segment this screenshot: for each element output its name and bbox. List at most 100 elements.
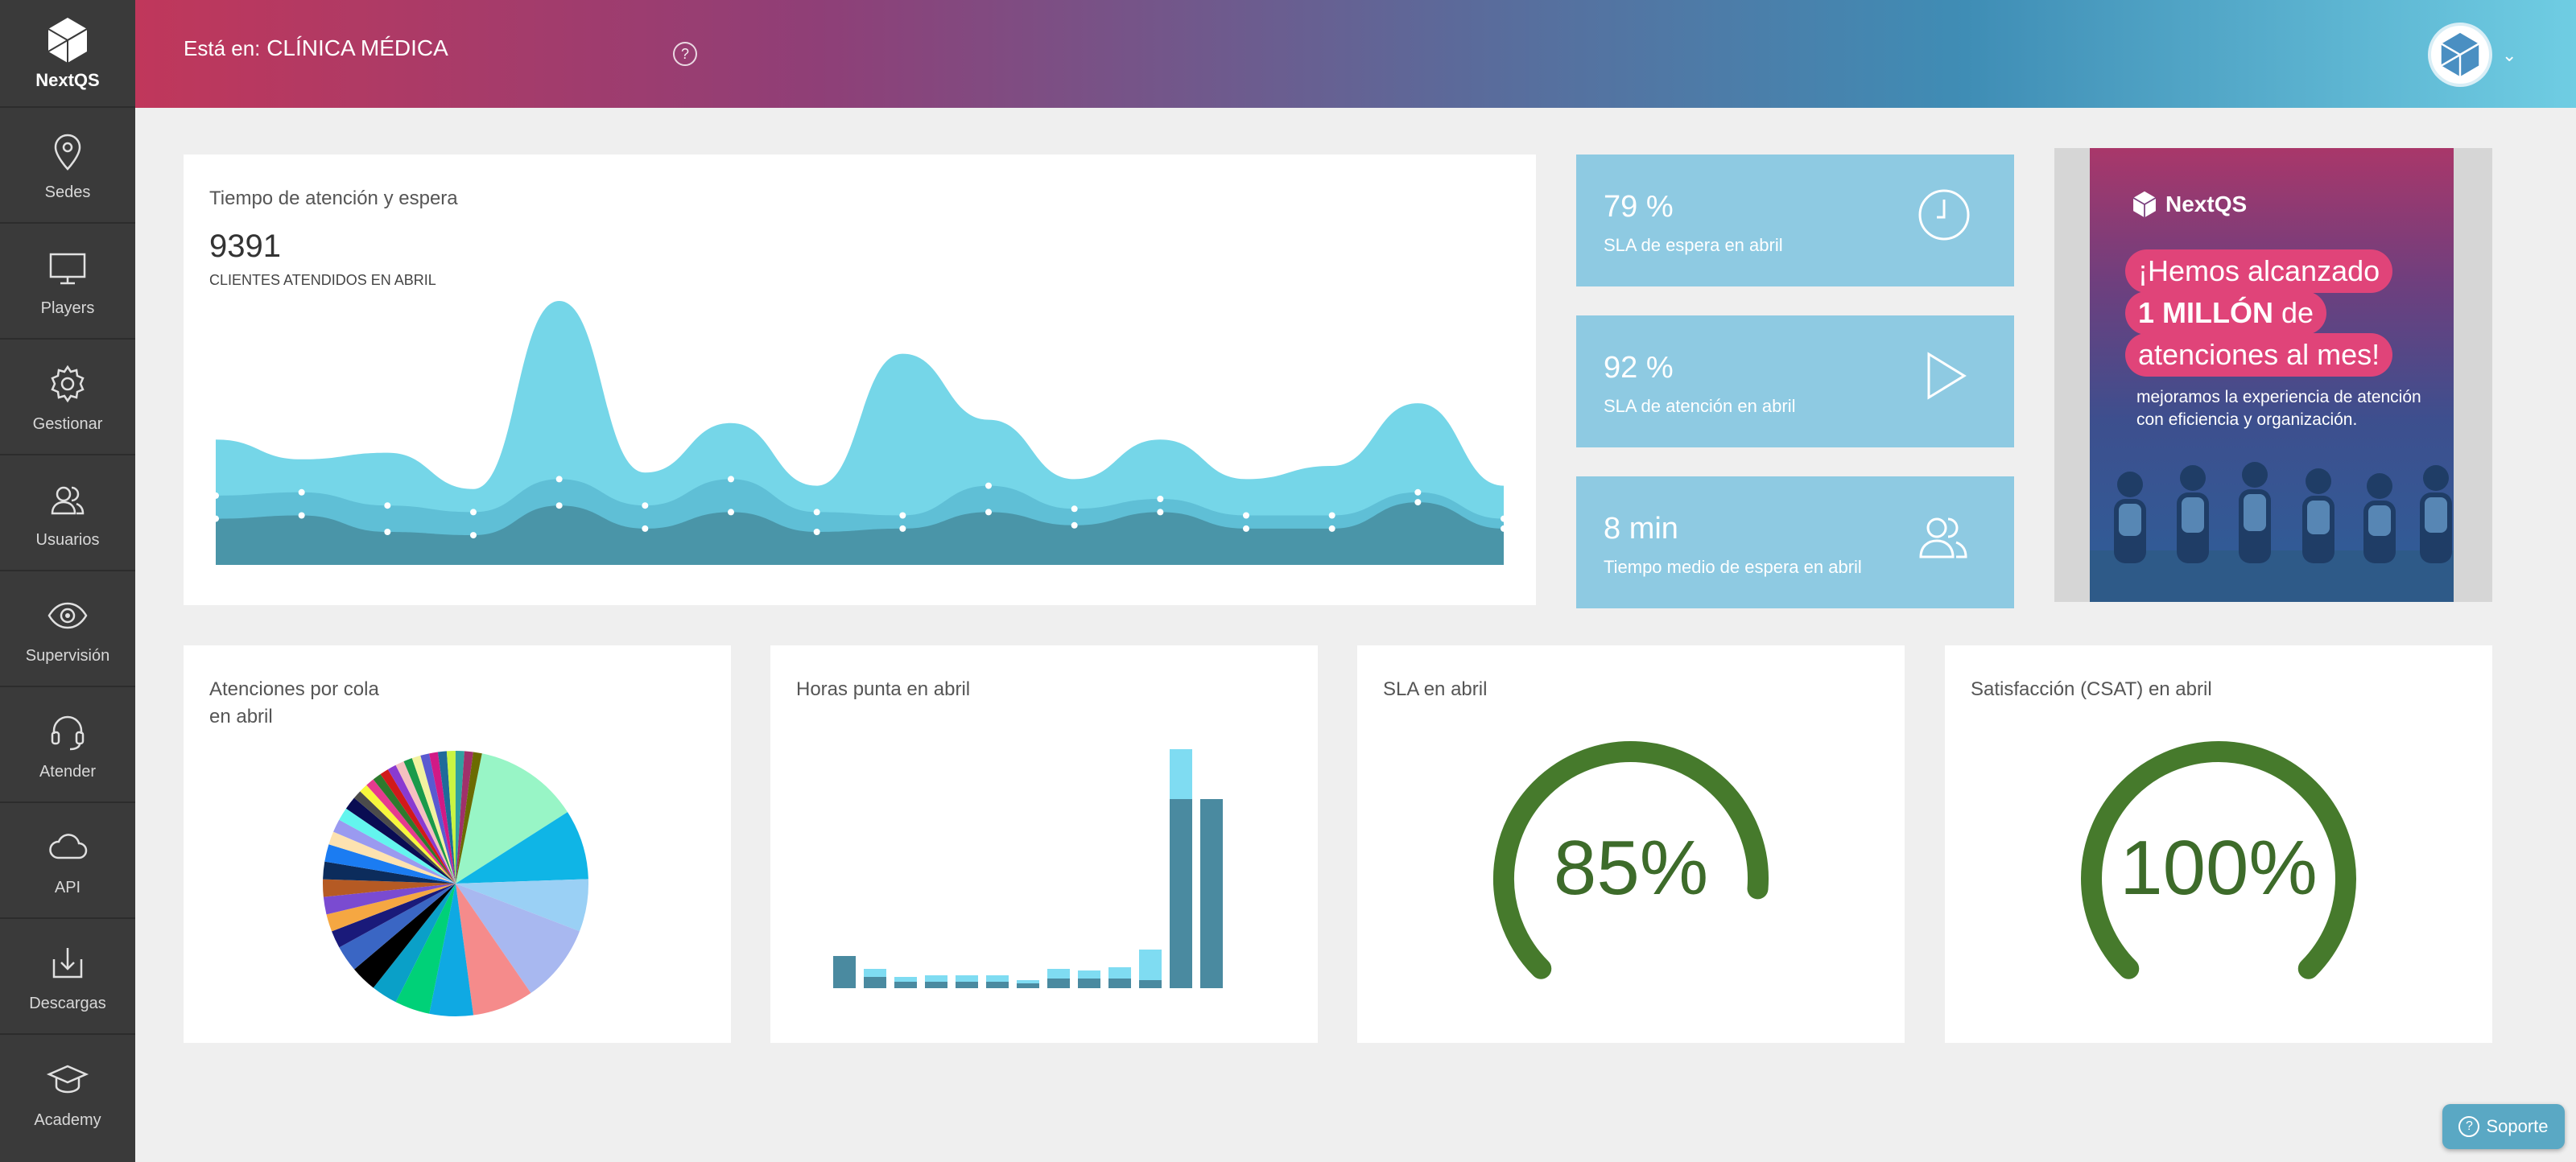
sidebar-item-label: Supervisión — [25, 646, 110, 665]
cloud-icon — [49, 833, 88, 859]
area-point — [1243, 512, 1249, 519]
pie-slice — [324, 844, 456, 884]
area-point — [298, 488, 305, 496]
pie-slice — [456, 879, 588, 932]
pie-slice — [429, 752, 456, 884]
bar-base — [1200, 799, 1223, 988]
headset-icon — [51, 715, 85, 750]
map-pin-icon — [54, 134, 81, 171]
bar-base — [894, 982, 917, 988]
promo-banner[interactable]: NextQS ¡Hemos alcanzado 1 MILLÓN de aten… — [2090, 148, 2454, 602]
kpi-value: 8 min — [1604, 512, 1678, 546]
bar-base — [864, 977, 886, 988]
area-point — [728, 476, 734, 483]
clock-icon — [1918, 189, 1970, 241]
area-point — [298, 512, 305, 519]
bar-top — [1047, 969, 1070, 979]
bar-base — [833, 956, 856, 988]
pie-slice — [429, 884, 474, 1016]
pie-slice — [354, 884, 456, 988]
sidebar-item-label: Academy — [34, 1110, 101, 1129]
kpi-average-wait: 8 min Tiempo medio de espera en abril — [1576, 476, 2014, 608]
help-icon[interactable]: ? — [673, 42, 697, 66]
bar-top — [894, 977, 917, 982]
area-point — [1071, 505, 1078, 513]
bar-base — [986, 982, 1009, 988]
gauge-value: 100% — [2120, 825, 2318, 911]
pie-slice — [345, 797, 456, 884]
card-title: Atenciones por cola en abril — [209, 678, 379, 727]
bar-top — [1139, 950, 1162, 980]
pie-slice — [446, 751, 456, 884]
bar-top — [864, 969, 886, 977]
pie-slice — [437, 751, 456, 884]
area-point — [642, 525, 649, 532]
area-point — [1414, 499, 1422, 506]
sidebar-item-supervision[interactable]: Supervisión — [0, 573, 135, 687]
users-icon — [51, 486, 85, 514]
chevron-down-icon[interactable]: ⌄ — [2502, 45, 2517, 65]
bar-top — [1017, 980, 1039, 983]
sidebar-item-usuarios[interactable]: Usuarios — [0, 457, 135, 571]
promo-highlight: 1 MILLÓN — [2138, 296, 2273, 329]
pie-slice — [456, 812, 588, 884]
card-title: Tiempo de atención y espera — [209, 187, 458, 209]
area-point — [216, 515, 219, 522]
sidebar-item-descargas[interactable]: Descargas — [0, 921, 135, 1035]
pie-slice — [373, 884, 456, 1003]
promo-brand: NextQS — [2130, 190, 2247, 219]
gear-icon — [51, 365, 85, 402]
pie-slice — [456, 884, 531, 1016]
download-icon — [52, 947, 83, 978]
user-avatar[interactable] — [2428, 23, 2492, 87]
pie-slice — [323, 884, 456, 915]
sidebar-item-atender[interactable]: Atender — [0, 689, 135, 803]
area-point — [728, 509, 734, 516]
sidebar-item-gestionar[interactable]: Gestionar — [0, 341, 135, 455]
area-point — [384, 502, 391, 509]
queues-card: Atenciones por cola en abril — [184, 645, 731, 1043]
sidebar: NextQS Sedes Players Gestionar Usuarios … — [0, 0, 135, 1162]
pie-slice — [366, 779, 456, 884]
gauge-value: 85% — [1553, 825, 1709, 911]
support-button[interactable]: ? Soporte — [2442, 1104, 2565, 1149]
bar-base — [1139, 980, 1162, 988]
kpi-wait-sla: 79 % SLA de espera en abril — [1576, 155, 2014, 286]
promo-headline-1: ¡Hemos alcanzado — [2125, 249, 2393, 293]
current-location: Está en: CLÍNICA MÉDICA — [184, 35, 448, 61]
area-point — [1328, 525, 1335, 532]
help-icon: ? — [2458, 1116, 2480, 1137]
area-point — [985, 509, 992, 516]
area-point — [985, 482, 992, 489]
csat-gauge — [2081, 741, 2356, 979]
area-point — [470, 532, 477, 539]
kpi-value: 79 % — [1604, 190, 1674, 224]
kpi-label: Tiempo medio de espera en abril — [1604, 557, 1862, 577]
pie-slice — [455, 751, 464, 884]
area-point — [642, 502, 649, 509]
sidebar-item-api[interactable]: API — [0, 805, 135, 919]
pie-slice — [333, 819, 456, 884]
bar-base — [1017, 983, 1039, 988]
area-point — [555, 502, 563, 509]
area-point — [813, 529, 820, 535]
bar-base — [956, 982, 978, 988]
time-card: Tiempo de atención y espera 9391 CLIENTE… — [184, 155, 1536, 605]
sidebar-item-sedes[interactable]: Sedes — [0, 109, 135, 224]
logo[interactable]: NextQS — [0, 0, 135, 108]
promo-panel[interactable]: NextQS ¡Hemos alcanzado 1 MILLÓN de aten… — [2054, 148, 2492, 602]
nextqs-logo-icon — [47, 18, 88, 63]
users-icon — [1919, 517, 1967, 558]
sidebar-item-label: Descargas — [29, 994, 106, 1012]
bar-top — [1108, 967, 1131, 979]
support-label: Soporte — [2486, 1116, 2549, 1136]
gauge-arc — [2081, 741, 2356, 979]
avatar-logo-icon — [2441, 32, 2479, 77]
area-point — [1328, 512, 1335, 519]
clients-value: 9391 — [209, 229, 281, 264]
pie-slice — [328, 831, 456, 884]
pie-slice — [403, 758, 456, 884]
sidebar-item-academy[interactable]: Academy — [0, 1036, 135, 1151]
sidebar-item-players[interactable]: Players — [0, 225, 135, 340]
